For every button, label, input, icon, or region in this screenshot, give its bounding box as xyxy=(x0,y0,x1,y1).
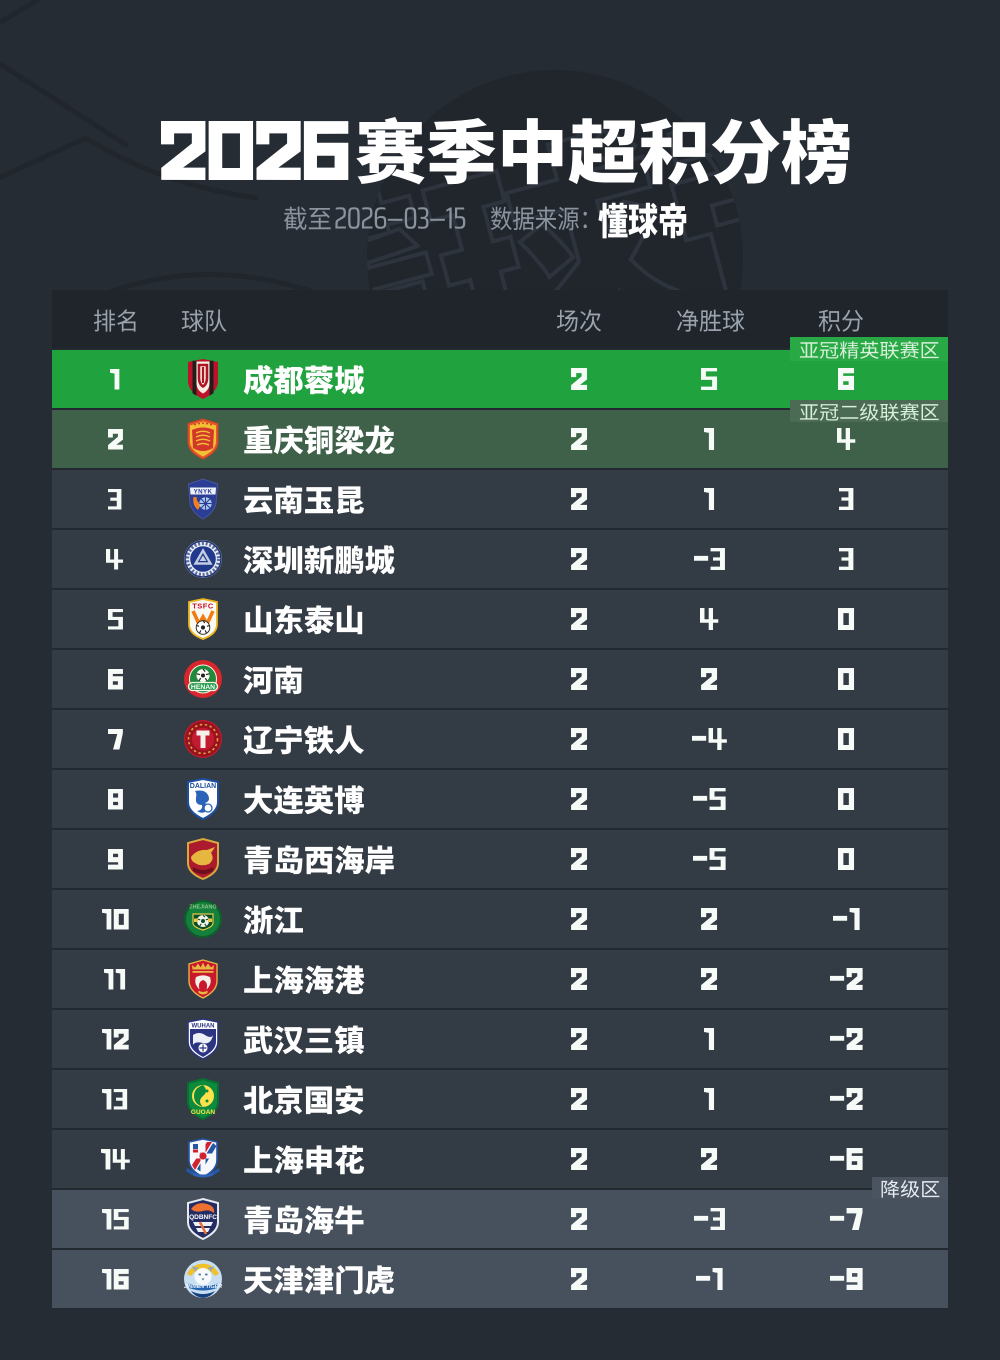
svg-text:JINMEN TIGER: JINMEN TIGER xyxy=(184,1284,222,1290)
svg-text:WUHAN: WUHAN xyxy=(192,1024,215,1030)
svg-text:DALIAN: DALIAN xyxy=(190,783,216,790)
svg-text:YNYK: YNYK xyxy=(194,488,213,495)
svg-text:HENAN: HENAN xyxy=(191,684,215,691)
svg-text:TSFC: TSFC xyxy=(192,602,214,611)
svg-text:GUOAN: GUOAN xyxy=(191,1109,216,1116)
svg-text:ZHEJIANG: ZHEJIANG xyxy=(189,905,216,911)
svg-text:QDBNFC: QDBNFC xyxy=(189,1214,217,1221)
